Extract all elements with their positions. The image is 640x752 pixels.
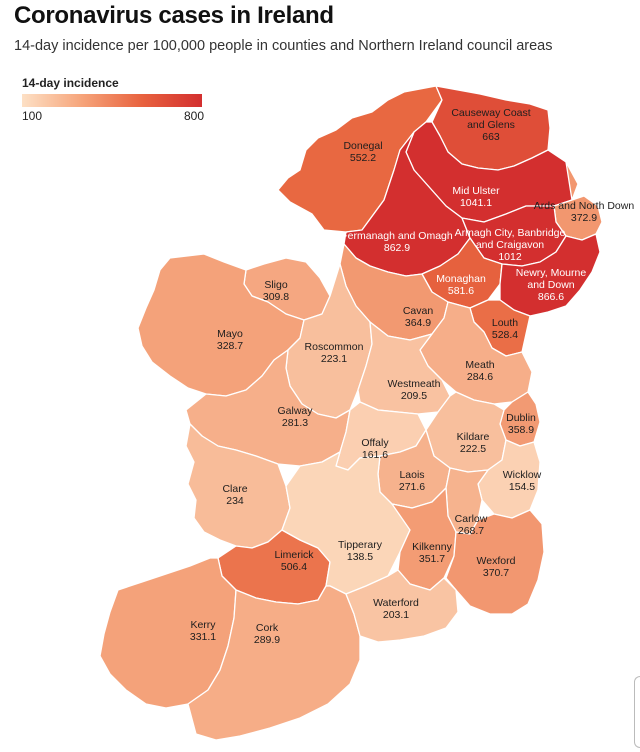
region-kildare-name-label: Kildare [457, 431, 490, 443]
region-armagh-city-banbridge-and-craigavon-name-label: Armagh City, Banbridge [455, 227, 566, 239]
region-monaghan-name-label: Monaghan [436, 273, 486, 285]
region-carlow-name-label: Carlow [455, 513, 488, 525]
region-newry-mourne-and-down-value-label: 866.6 [538, 291, 564, 303]
region-armagh-city-banbridge-and-craigavon-value-label: 1012 [498, 251, 522, 263]
region-causeway-coast-and-glens-name-label: Causeway Coast [451, 107, 530, 119]
region-dublin-value-label: 358.9 [508, 424, 534, 436]
region-sligo-name-label: Sligo [264, 279, 288, 291]
region-tipperary-value-label: 138.5 [347, 551, 373, 563]
region-fermanagh-and-omagh-name-label: Fermanagh and Omagh [341, 230, 453, 242]
page-title: Coronavirus cases in Ireland [14, 2, 334, 29]
region-galway-value-label: 281.3 [282, 417, 308, 429]
region-roscommon-value-label: 223.1 [321, 353, 347, 365]
region-cork[interactable] [187, 585, 361, 741]
region-mayo-value-label: 328.7 [217, 340, 243, 352]
page-subtitle: 14-day incidence per 100,000 people in c… [14, 38, 553, 54]
region-newry-mourne-and-down-name-label: Newry, Mourne [516, 267, 587, 279]
region-fermanagh-and-omagh-value-label: 862.9 [384, 242, 410, 254]
region-offaly-name-label: Offaly [361, 437, 389, 449]
region-louth-name-label: Louth [492, 317, 518, 329]
region-ards-and-north-down-value-label: 372.9 [571, 212, 597, 224]
county-shapes [99, 85, 603, 741]
region-waterford-name-label: Waterford [373, 597, 419, 609]
legend-max-label: 800 [183, 109, 204, 123]
region-wicklow-value-label: 154.5 [509, 481, 535, 493]
region-kilkenny-name-label: Kilkenny [412, 541, 452, 553]
region-wicklow-name-label: Wicklow [503, 469, 542, 481]
region-clare-value-label: 234 [226, 495, 244, 507]
region-donegal-name-label: Donegal [343, 140, 382, 152]
region-mayo-name-label: Mayo [217, 328, 243, 340]
region-kilkenny[interactable] [391, 487, 457, 591]
region-sligo-value-label: 309.8 [263, 291, 289, 303]
region-cavan-value-label: 364.9 [405, 317, 431, 329]
legend-labels: 100 800 [22, 109, 204, 123]
region-louth-value-label: 528.4 [492, 329, 518, 341]
region-westmeath-value-label: 209.5 [401, 390, 427, 402]
region-donegal-value-label: 552.2 [350, 152, 376, 164]
region-meath-name-label: Meath [465, 359, 494, 371]
region-limerick-name-label: Limerick [274, 549, 314, 561]
region-clare-name-label: Clare [222, 483, 247, 495]
region-causeway-coast-and-glens-value-label: 663 [482, 131, 500, 143]
region-kildare-value-label: 222.5 [460, 443, 486, 455]
region-kerry-value-label: 331.1 [190, 631, 216, 643]
region-tipperary-name-label: Tipperary [338, 539, 383, 551]
legend-title: 14-day incidence [22, 76, 119, 90]
region-kerry-name-label: Kerry [190, 619, 216, 631]
region-causeway-coast-and-glens-name-label: and Glens [467, 119, 515, 131]
region-wexford-name-label: Wexford [477, 555, 516, 567]
region-carlow-value-label: 268.7 [458, 525, 484, 537]
region-dublin-name-label: Dublin [506, 412, 536, 424]
region-cork-name-label: Cork [256, 622, 279, 634]
region-waterford[interactable] [345, 569, 459, 643]
color-legend: 14-day incidence 100 800 [22, 76, 206, 123]
region-laois-name-label: Laois [399, 469, 424, 481]
page-edge-handle [634, 676, 640, 748]
region-offaly-value-label: 161.6 [362, 449, 388, 461]
region-westmeath-name-label: Westmeath [388, 378, 441, 390]
region-roscommon-name-label: Roscommon [305, 341, 364, 353]
region-kilkenny-value-label: 351.7 [419, 553, 445, 565]
region-ards-and-north-down-name-label: Ards and North Down [534, 200, 635, 212]
region-newry-mourne-and-down-name-label: and Down [527, 279, 574, 291]
region-limerick-value-label: 506.4 [281, 561, 307, 573]
region-mid-ulster-name-label: Mid Ulster [452, 185, 500, 197]
region-cork-value-label: 289.9 [254, 634, 280, 646]
region-laois-value-label: 271.6 [399, 481, 425, 493]
region-wexford-value-label: 370.7 [483, 567, 509, 579]
region-monaghan-value-label: 581.6 [448, 285, 474, 297]
legend-min-label: 100 [22, 109, 43, 123]
region-armagh-city-banbridge-and-craigavon-name-label: and Craigavon [476, 239, 544, 251]
region-cavan-name-label: Cavan [403, 305, 434, 317]
legend-gradient-bar [22, 94, 202, 107]
region-galway-name-label: Galway [277, 405, 313, 417]
region-waterford-value-label: 203.1 [383, 609, 409, 621]
region-mid-ulster-value-label: 1041.1 [460, 197, 492, 209]
region-meath-value-label: 284.6 [467, 371, 493, 383]
